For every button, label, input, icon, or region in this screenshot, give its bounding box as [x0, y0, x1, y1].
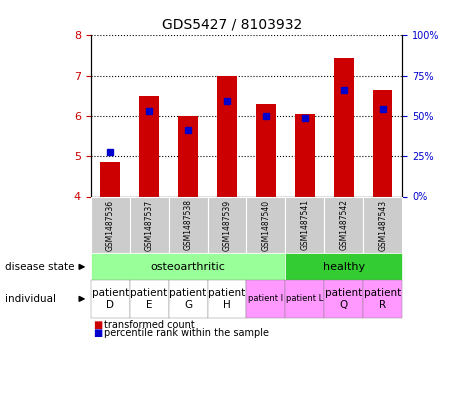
Text: GSM1487543: GSM1487543: [378, 199, 387, 251]
Text: ■: ■: [93, 320, 102, 331]
Bar: [140, 96, 159, 196]
Bar: [295, 114, 315, 196]
Text: GSM1487538: GSM1487538: [184, 200, 193, 250]
Text: patient L: patient L: [286, 294, 324, 303]
Text: osteoarthritic: osteoarthritic: [151, 262, 226, 272]
Text: individual: individual: [5, 294, 56, 304]
Bar: [373, 90, 392, 196]
Bar: [100, 162, 120, 196]
Text: percentile rank within the sample: percentile rank within the sample: [104, 328, 269, 338]
Text: GSM1487539: GSM1487539: [222, 199, 232, 251]
Text: patient
H: patient H: [208, 288, 246, 310]
Bar: [256, 104, 276, 196]
Bar: [334, 57, 353, 196]
Text: ■: ■: [93, 328, 102, 338]
Text: GSM1487537: GSM1487537: [145, 199, 153, 251]
Bar: [178, 116, 198, 196]
Bar: [217, 75, 237, 196]
Text: patient
E: patient E: [131, 288, 168, 310]
Text: patient I: patient I: [248, 294, 284, 303]
Text: patient
D: patient D: [92, 288, 129, 310]
Text: GSM1487541: GSM1487541: [300, 200, 309, 250]
Text: GSM1487542: GSM1487542: [339, 200, 348, 250]
Text: GDS5427 / 8103932: GDS5427 / 8103932: [162, 18, 303, 32]
Text: GSM1487536: GSM1487536: [106, 199, 115, 251]
Text: patient
G: patient G: [169, 288, 206, 310]
Text: GSM1487540: GSM1487540: [261, 199, 271, 251]
Text: healthy: healthy: [323, 262, 365, 272]
Text: patient
Q: patient Q: [325, 288, 362, 310]
Text: transformed count: transformed count: [104, 320, 194, 331]
Text: disease state: disease state: [5, 262, 74, 272]
Text: patient
R: patient R: [364, 288, 401, 310]
